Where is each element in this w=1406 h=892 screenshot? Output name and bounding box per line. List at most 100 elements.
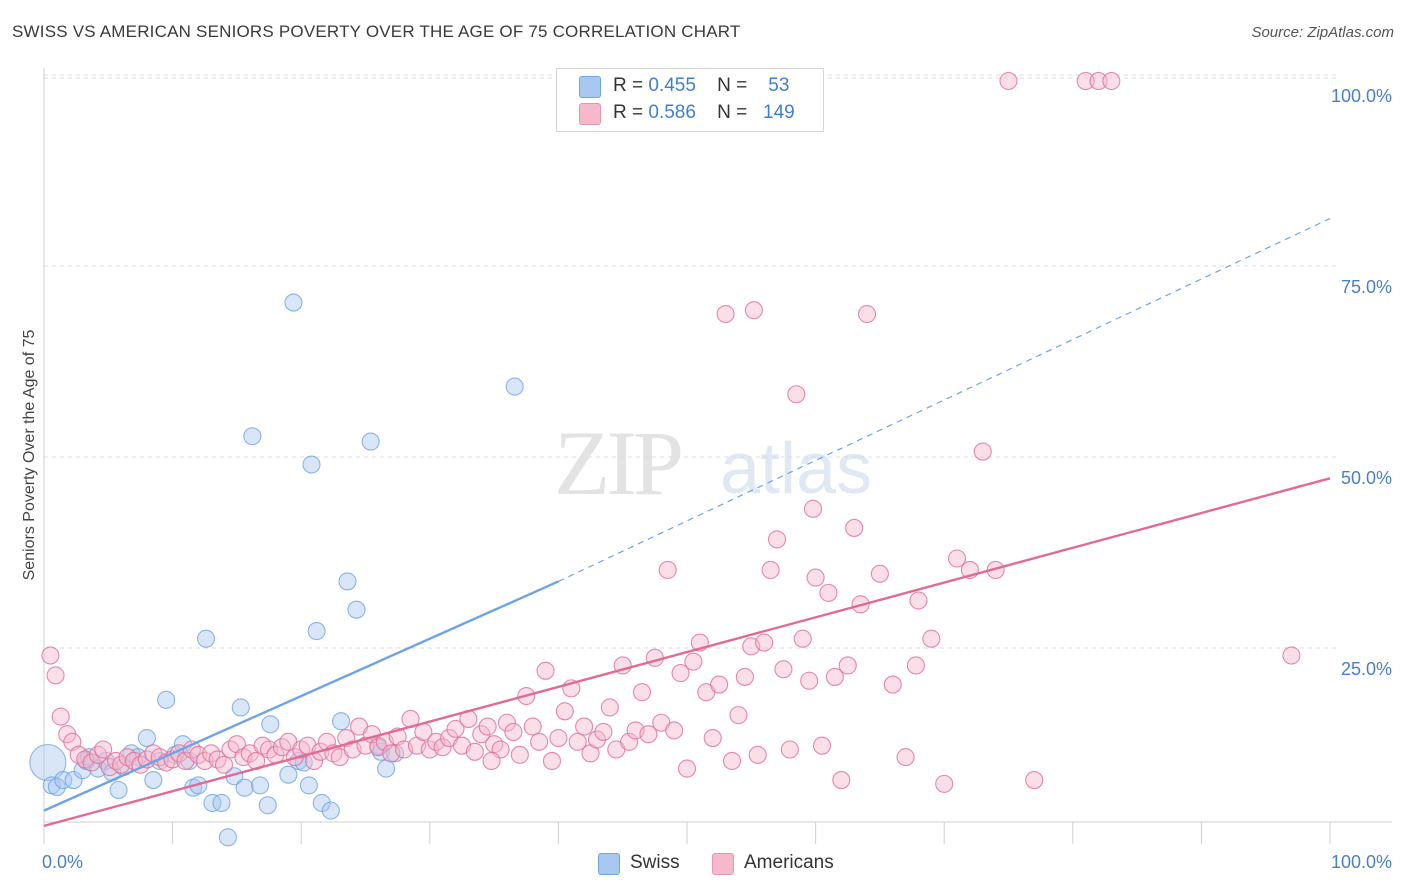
americans-point — [51, 707, 70, 726]
americans-point — [677, 759, 697, 778]
americans-point — [767, 530, 787, 549]
americans-point — [838, 656, 857, 675]
bottom-swatch-swiss — [598, 853, 620, 875]
americans-point — [600, 698, 619, 717]
americans-point — [433, 738, 452, 757]
americans-point — [478, 717, 497, 736]
watermark-atlas: atlas — [720, 429, 873, 509]
swiss-point — [279, 765, 298, 784]
swiss-point — [235, 778, 254, 797]
bottom-swatch-americans — [712, 853, 734, 875]
americans-point — [620, 732, 639, 751]
y-tick-25: 25.0% — [1340, 659, 1392, 679]
y-tick-75: 75.0% — [1340, 277, 1392, 297]
americans-point — [812, 736, 832, 755]
americans-trend-line — [43, 477, 1331, 828]
americans-point — [587, 730, 607, 749]
americans-point — [819, 583, 838, 602]
americans-point — [748, 745, 767, 764]
y-tick-50: 50.0% — [1340, 468, 1392, 488]
americans-point — [1102, 71, 1121, 91]
americans-point — [703, 728, 722, 748]
y-tick-100: 100.0% — [1330, 86, 1392, 106]
americans-point — [857, 304, 877, 324]
legend-n-value-swiss: 53 — [768, 75, 790, 96]
americans-point — [761, 560, 780, 580]
swiss-point — [258, 796, 277, 815]
swiss-point — [332, 712, 351, 731]
swiss-point — [157, 690, 176, 709]
americans-point — [825, 667, 844, 686]
americans-point — [465, 742, 484, 761]
legend-r-label: R = — [613, 102, 644, 123]
americans-point — [1089, 71, 1108, 91]
americans-point — [523, 717, 542, 736]
stats-legend: R = 0.455 N = 53 R = 0.586 N = 149 — [556, 68, 824, 132]
americans-point — [716, 304, 735, 324]
swiss-point — [299, 776, 318, 795]
americans-point — [793, 629, 812, 648]
swiss-point — [144, 771, 163, 790]
legend-n-label: N = — [717, 75, 748, 96]
americans-point — [639, 725, 658, 744]
americans-point — [803, 499, 823, 518]
americans-point — [575, 717, 594, 736]
swiss-trend-line — [43, 580, 559, 812]
americans-point — [530, 732, 549, 751]
swiss-point — [505, 377, 524, 396]
x-tick-0: 0.0% — [42, 852, 84, 872]
americans-point — [497, 713, 517, 732]
swiss-point — [284, 293, 303, 312]
americans-point — [542, 751, 562, 771]
americans-point — [1025, 771, 1044, 790]
americans-point — [735, 667, 754, 686]
americans-point — [41, 646, 60, 665]
americans-point — [632, 683, 652, 702]
americans-point — [46, 666, 65, 685]
americans-point — [504, 722, 523, 741]
americans-point — [744, 301, 763, 320]
swiss-point — [212, 793, 231, 813]
swiss-point — [47, 777, 66, 796]
swiss-point — [321, 801, 340, 820]
americans-point — [787, 385, 806, 404]
americans-point — [780, 740, 799, 759]
americans-point — [845, 518, 864, 537]
x-tick-100: 100.0% — [1330, 852, 1392, 872]
americans-point — [472, 725, 491, 744]
americans-point — [671, 664, 690, 683]
americans-point — [658, 560, 677, 580]
americans-point — [1282, 646, 1301, 665]
swiss-point — [250, 776, 270, 795]
swiss-point — [377, 759, 396, 778]
legend-r-value-americans: 0.586 — [648, 102, 696, 123]
americans-point — [896, 748, 915, 767]
legend-swatch-swiss — [579, 76, 601, 98]
swiss-point — [137, 728, 156, 748]
chart-title: SWISS VS AMERICAN SENIORS POVERTY OVER T… — [12, 22, 741, 41]
swiss-trend-extension — [558, 217, 1331, 582]
americans-point — [1076, 71, 1095, 91]
swiss-point — [347, 600, 366, 619]
legend-swatch-americans — [579, 103, 601, 125]
americans-point — [88, 745, 108, 764]
americans-point — [973, 442, 992, 461]
americans-point — [909, 591, 928, 610]
americans-point — [549, 728, 568, 748]
swiss-point — [261, 715, 280, 734]
americans-point — [555, 702, 574, 721]
swiss-point — [302, 455, 321, 474]
y-axis-label: Seniors Poverty Over the Age of 75 — [21, 329, 38, 581]
americans-point — [722, 751, 742, 771]
watermark-zip: ZIP — [554, 412, 684, 514]
chart-source: Source: ZipAtlas.com — [1251, 24, 1394, 41]
swiss-point — [338, 572, 357, 591]
bottom-label-swiss: Swiss — [630, 852, 680, 873]
swiss-point — [243, 427, 262, 446]
americans-point — [755, 633, 774, 652]
americans-point — [94, 740, 113, 759]
legend-r-label: R = — [613, 75, 644, 96]
americans-point — [684, 652, 703, 671]
legend-n-value-americans: 149 — [763, 102, 795, 123]
